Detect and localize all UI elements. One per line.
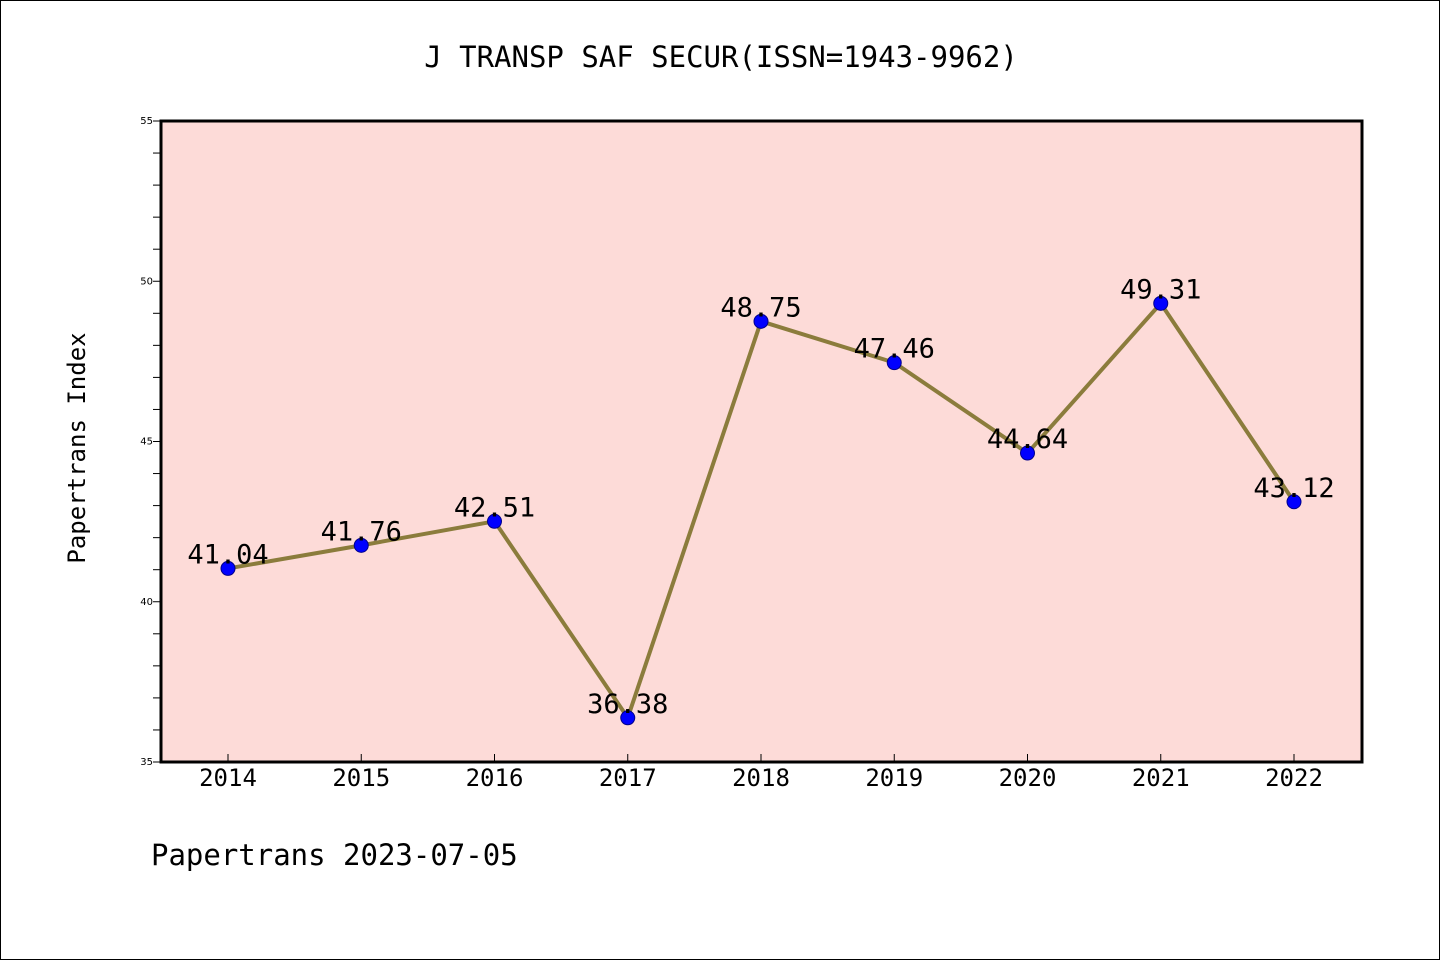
x-tick-label: 2018 xyxy=(732,764,790,792)
data-point xyxy=(487,513,502,529)
x-tick-label: 2015 xyxy=(332,764,390,792)
plot-area xyxy=(159,119,1364,764)
x-tick-label: 2014 xyxy=(199,764,257,792)
data-point xyxy=(1286,494,1302,510)
footer-text: Papertrans 2023-07-05 xyxy=(151,838,518,872)
data-label: 41.04 xyxy=(187,539,268,570)
chart-title: J TRANSP SAF SECUR(ISSN=1943-9962) xyxy=(424,40,1018,74)
x-tick-label: 2019 xyxy=(865,764,923,792)
data-point xyxy=(1153,295,1169,311)
x-tick-label: 2020 xyxy=(999,764,1057,792)
x-tick-label: 2017 xyxy=(599,764,657,792)
data-point xyxy=(753,313,769,329)
x-axis: 2014 2015 2016 2017 2018 2019 2020 2021 2022 xyxy=(199,754,1323,792)
data-point xyxy=(1020,445,1035,461)
y-tick-label: 45 xyxy=(140,437,153,448)
data-points-group xyxy=(220,295,1302,726)
data-label: 47.46 xyxy=(854,334,935,365)
data-label: 41.76 xyxy=(321,516,402,547)
y-tick-label: 50 xyxy=(140,276,153,287)
data-label: 43.12 xyxy=(1253,473,1334,504)
data-label: 49.31 xyxy=(1120,274,1201,305)
data-point xyxy=(886,355,902,371)
data-label: 36.38 xyxy=(587,689,668,720)
y-tick-label: 55 xyxy=(140,116,153,127)
y-axis-label: Papertrans Index xyxy=(63,332,91,563)
y-axis: 35 40 45 50 55 xyxy=(140,116,161,768)
data-labels-group: 41.04 41.76 42.51 36.38 48.75 47.46 44.64 49.31… xyxy=(187,274,1334,719)
data-label: 42.51 xyxy=(454,492,535,523)
data-label: 48.75 xyxy=(720,292,801,323)
data-label: 44.64 xyxy=(987,424,1068,455)
data-point xyxy=(353,537,369,553)
data-point xyxy=(620,710,636,726)
y-tick-label: 35 xyxy=(140,757,153,768)
x-tick-label: 2021 xyxy=(1132,764,1190,792)
y-tick-label: 40 xyxy=(140,597,153,608)
x-tick-label: 2016 xyxy=(466,764,524,792)
data-point xyxy=(220,560,236,576)
x-tick-label: 2022 xyxy=(1265,764,1323,792)
